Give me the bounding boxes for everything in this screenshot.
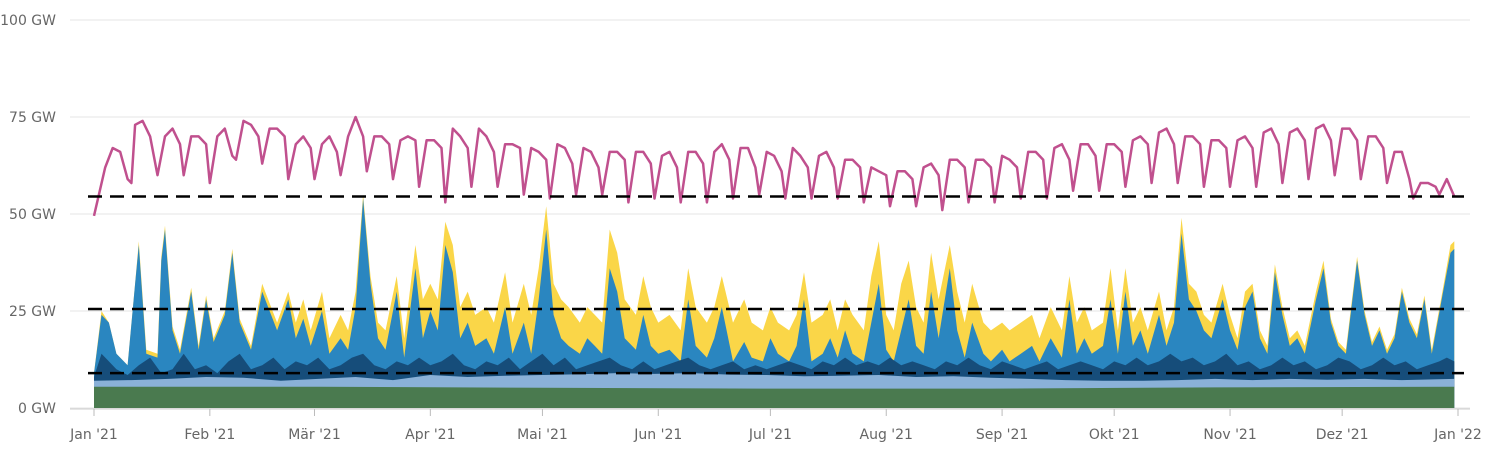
- line-layer: [92, 115, 1456, 217]
- biomass-area: [94, 386, 1455, 408]
- x-tick-label: Jul '21: [748, 427, 792, 443]
- x-tick-label: Apr '21: [405, 427, 455, 443]
- x-tick-label: Feb '21: [184, 427, 235, 443]
- area-layer: [94, 194, 1455, 408]
- x-tick-label: Jan '21: [69, 427, 118, 443]
- x-tick-label: Mär '21: [288, 427, 341, 443]
- y-tick-label: 0 GW: [18, 401, 56, 417]
- x-tick-label: Jan '22: [1433, 427, 1482, 443]
- y-tick-label: 25 GW: [9, 304, 56, 320]
- y-tick-label: 100 GW: [0, 13, 56, 29]
- onshore-wind-area: [94, 198, 1455, 408]
- x-tick-label: Aug '21: [860, 427, 913, 443]
- y-tick-label: 50 GW: [9, 207, 56, 223]
- axis-layer: 0 GW 25 GW 50 GW 75 GW 100 GW Jan '21 Feb '21 M…: [0, 13, 1482, 443]
- x-tick-label: Sep '21: [976, 427, 1029, 443]
- x-tick-label: Mai '21: [517, 427, 568, 443]
- y-tick-label: 75 GW: [9, 110, 56, 126]
- x-tick-label: Dez '21: [1316, 427, 1369, 443]
- x-tick-label: Okt '21: [1089, 427, 1140, 443]
- load-line: [92, 115, 1456, 217]
- x-tick-label: Nov '21: [1203, 427, 1256, 443]
- reference-lines: [88, 195, 1464, 375]
- x-tick-label: Jun '21: [633, 427, 682, 443]
